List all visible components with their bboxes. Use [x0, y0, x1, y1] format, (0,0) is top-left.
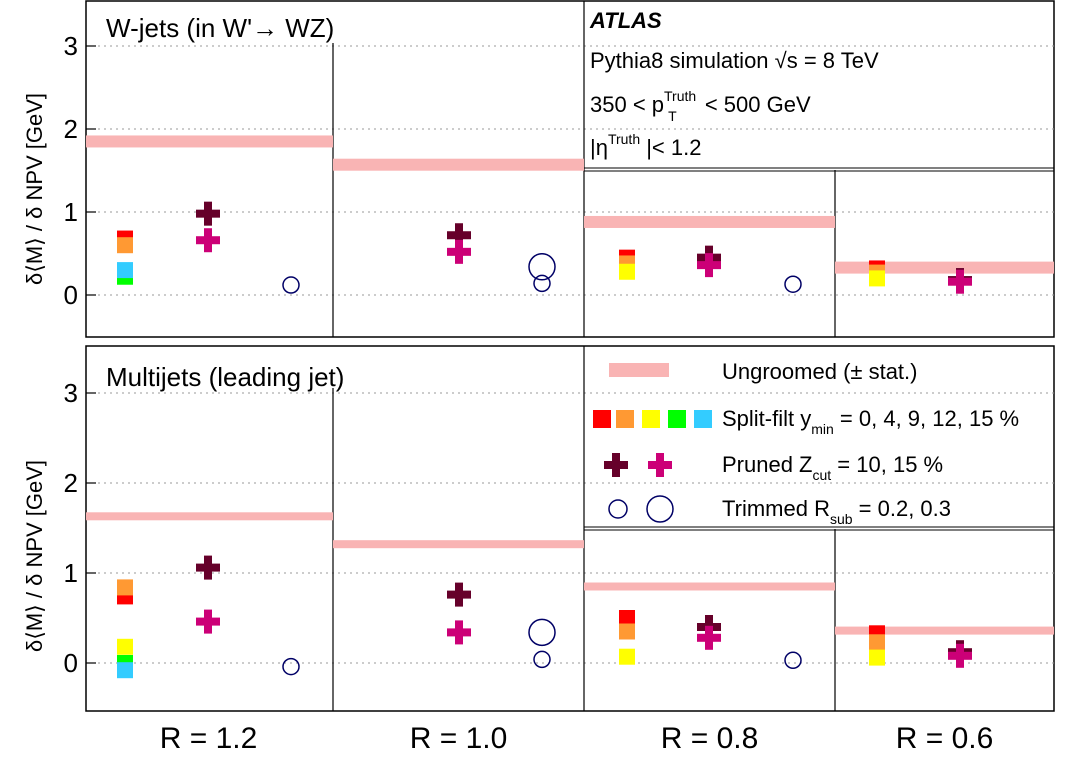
- pruned-marker: [196, 201, 220, 226]
- ungroomed-band: [333, 540, 584, 549]
- split-filt-marker: [117, 579, 133, 596]
- trimmed-marker: [282, 657, 300, 676]
- trimmed-marker: [784, 651, 802, 670]
- ungroomed-band: [584, 582, 835, 591]
- panel-multijets: 0 1 2 3 Multijets (leading jet): [64, 345, 1055, 712]
- y-tick-label: 0: [64, 648, 78, 678]
- legend: Ungroomed (± stat.) Split-filt ymin = 0,…: [593, 359, 1019, 527]
- legend-pruned-15-swatch: [648, 453, 672, 477]
- legend-split-swatch-12: [668, 410, 686, 428]
- trimmed-marker: [528, 253, 556, 281]
- r-label: R = 1.0: [410, 722, 508, 755]
- legend-ungroomed-swatch: [609, 363, 669, 377]
- r-labels: R = 1.2 R = 1.0 R = 0.8 R = 0.6: [160, 722, 994, 755]
- y-tick-label: 2: [64, 114, 78, 144]
- y-tick-label: 1: [64, 558, 78, 588]
- pruned-marker: [196, 609, 220, 634]
- legend-split-filt-swatches: [593, 410, 712, 428]
- legend-split-swatch-15: [694, 410, 712, 428]
- svg-text:δ⟨M⟩ / δ NPV [GeV]: δ⟨M⟩ / δ NPV [GeV]: [22, 93, 47, 285]
- trimmed-marker: [784, 275, 802, 293]
- split-filt-marker: [117, 662, 133, 679]
- info-box: ATLAS Pythia8 simulation √s = 8 TeV 350 …: [589, 8, 879, 160]
- r-label: R = 1.2: [160, 722, 258, 755]
- ungroomed-band: [333, 158, 584, 171]
- split-filt-marker: [619, 623, 635, 640]
- info-line-1: Pythia8 simulation √s = 8 TeV: [590, 48, 879, 73]
- panel-title: W-jets (in W'→ WZ): [106, 13, 334, 43]
- pruned-marker: [196, 228, 220, 253]
- split-filt-marker: [869, 634, 885, 651]
- panel-title: Multijets (leading jet): [106, 362, 344, 392]
- trimmed-marker: [533, 274, 551, 293]
- y-tick-label: 0: [64, 280, 78, 310]
- y-axis-label-bottom: δ⟨M⟩ / δ NPV [GeV]: [22, 460, 47, 652]
- r-label: R = 0.6: [896, 722, 994, 755]
- legend-pruned-10-swatch: [604, 453, 628, 477]
- legend-trimmed-small-circle: [608, 499, 628, 519]
- pruned-marker: [196, 555, 220, 580]
- y-tick-label: 3: [64, 378, 78, 408]
- y-tick-label: 1: [64, 197, 78, 227]
- legend-pruned-label: Pruned Zcut = 10, 15 %: [722, 452, 943, 483]
- trimmed-marker: [282, 276, 300, 294]
- pruned-marker: [948, 269, 972, 294]
- info-line-3: |ηTruth |< 1.2: [590, 131, 701, 160]
- y-tick-label: 2: [64, 468, 78, 498]
- legend-trimmed-label: Trimmed Rsub = 0.2, 0.3: [722, 496, 951, 527]
- r-label: R = 0.8: [661, 722, 759, 755]
- pruned-marker: [447, 223, 471, 248]
- split-filt-marker: [619, 610, 635, 626]
- legend-split-filt-label: Split-filt ymin = 0, 4, 9, 12, 15 %: [722, 406, 1019, 437]
- split-filt-marker: [619, 648, 635, 665]
- legend-ungroomed-label: Ungroomed (± stat.): [722, 359, 917, 384]
- pruned-marker: [697, 253, 721, 278]
- svg-text:δ⟨M⟩ / δ NPV [GeV]: δ⟨M⟩ / δ NPV [GeV]: [22, 460, 47, 652]
- panel-w-jets: 0 1 2 3 W-jets (in W'→ WZ): [64, 0, 1055, 338]
- info-line-2: 350 < pTruth T < 500 GeV: [590, 88, 811, 124]
- ungroomed-band: [584, 215, 835, 228]
- panel-frame: [85, 345, 1055, 712]
- legend-split-swatch-9: [642, 410, 660, 428]
- split-filt-marker: [117, 237, 133, 254]
- legend-split-swatch-4: [616, 410, 634, 428]
- pruned-marker: [447, 239, 471, 264]
- atlas-label: ATLAS: [589, 8, 662, 33]
- pruned-marker: [697, 625, 721, 650]
- pruned-marker: [948, 643, 972, 668]
- legend-pruned-swatches: [604, 453, 672, 477]
- legend-split-swatch-0: [593, 410, 611, 428]
- split-filt-marker: [869, 649, 885, 666]
- legend-trimmed-large-circle: [646, 495, 674, 523]
- trimmed-marker: [533, 650, 551, 669]
- trimmed-marker: [528, 618, 556, 647]
- panel-frame: [85, 0, 1055, 338]
- pruned-marker: [447, 582, 471, 607]
- y-tick-label: 3: [64, 31, 78, 61]
- ungroomed-band: [835, 626, 1054, 635]
- ungroomed-band: [86, 512, 333, 521]
- ungroomed-band: [86, 135, 333, 148]
- split-filt-marker: [117, 262, 133, 279]
- pruned-marker: [447, 620, 471, 645]
- y-axis-label-top: δ⟨M⟩ / δ NPV [GeV]: [22, 93, 47, 285]
- split-filt-marker: [619, 263, 635, 280]
- split-filt-marker: [117, 638, 133, 655]
- split-filt-marker: [869, 270, 885, 287]
- ungroomed-band: [835, 261, 1054, 274]
